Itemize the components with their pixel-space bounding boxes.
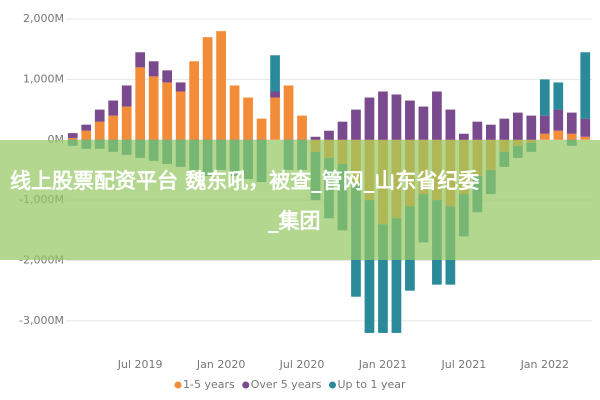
y-tick-label: -3,000M <box>19 314 64 327</box>
bar-segment <box>135 52 146 68</box>
bar-segment <box>539 115 550 134</box>
bar-segment <box>566 133 577 140</box>
bar-segment <box>418 106 429 140</box>
bar-segment <box>81 130 92 140</box>
x-tick-label: Jul 2021 <box>440 358 486 371</box>
bar-segment <box>553 82 564 110</box>
bar-segment <box>445 109 456 140</box>
bar-segment <box>580 52 591 119</box>
x-tick-label: Jul 2020 <box>279 358 325 371</box>
x-tick-label: Jul 2019 <box>117 358 163 371</box>
bar-segment <box>94 121 105 140</box>
bar-segment <box>337 121 348 140</box>
legend-label: Over 5 years <box>251 378 322 391</box>
bar-segment <box>229 85 240 140</box>
x-tick-label: Jan 2022 <box>520 358 569 371</box>
bar-segment <box>175 82 186 92</box>
x-tick-label: Jan 2021 <box>358 358 407 371</box>
bar-segment <box>553 130 564 140</box>
y-tick-label: 1,000M <box>23 72 64 85</box>
bar-segment <box>270 55 280 92</box>
bar-segment <box>270 97 280 140</box>
bar-segment <box>472 121 483 140</box>
legend-label: 1-5 years <box>183 378 235 391</box>
bar-segment <box>67 137 78 140</box>
bar-segment <box>108 100 119 116</box>
bar-segment <box>148 61 159 77</box>
overlay-text: _集团 <box>268 209 321 233</box>
y-tick-label: 2,000M <box>23 12 64 25</box>
bar-segment <box>351 109 361 140</box>
bar-segment <box>135 67 146 140</box>
bar-segment <box>391 94 402 140</box>
bar-segment <box>432 91 442 140</box>
bar-segment <box>202 37 213 140</box>
bar-segment <box>405 100 415 140</box>
bar-segment <box>539 79 550 116</box>
bar-segment <box>580 136 591 140</box>
x-tick-label: Jan 2020 <box>196 358 245 371</box>
overlay-text: 线上股票配资平台 魏东吼，被查_管网_山东省纪委 <box>10 169 479 193</box>
bar-segment <box>94 109 105 122</box>
bar-segment <box>270 91 280 98</box>
bar-segment <box>485 124 496 140</box>
legend-marker <box>174 381 182 389</box>
bar-segment <box>283 85 294 140</box>
bar-segment <box>512 112 523 140</box>
bar-segment <box>364 200 375 333</box>
overlay-banner <box>0 140 600 260</box>
bar-segment <box>81 124 92 131</box>
bar-segment <box>364 97 375 140</box>
bar-segment <box>324 130 334 140</box>
legend-marker <box>242 381 250 389</box>
bar-segment <box>162 82 173 140</box>
bar-segment <box>148 76 159 140</box>
bar-segment <box>459 133 469 140</box>
bar-segment <box>162 70 173 83</box>
bar-segment <box>243 97 253 140</box>
bar-segment <box>108 115 119 140</box>
bar-segment <box>378 91 388 140</box>
bar-segment <box>566 112 577 134</box>
bar-segment <box>256 118 267 140</box>
bar-segment <box>121 85 132 107</box>
bar-segment <box>310 136 321 140</box>
bar-segment <box>175 91 186 140</box>
bar-segment <box>580 118 591 137</box>
bar-segment <box>391 218 402 333</box>
bar-segment <box>189 61 199 140</box>
bar-segment <box>216 31 226 140</box>
legend-marker <box>328 381 336 389</box>
legend-label: Up to 1 year <box>337 378 406 391</box>
bar-segment <box>378 224 388 333</box>
bar-segment <box>553 109 564 131</box>
bar-segment <box>499 118 510 140</box>
bar-segment <box>539 133 550 140</box>
bar-segment <box>297 115 307 140</box>
bar-segment <box>526 115 537 140</box>
bar-segment <box>121 106 132 140</box>
bar-segment <box>67 133 78 138</box>
